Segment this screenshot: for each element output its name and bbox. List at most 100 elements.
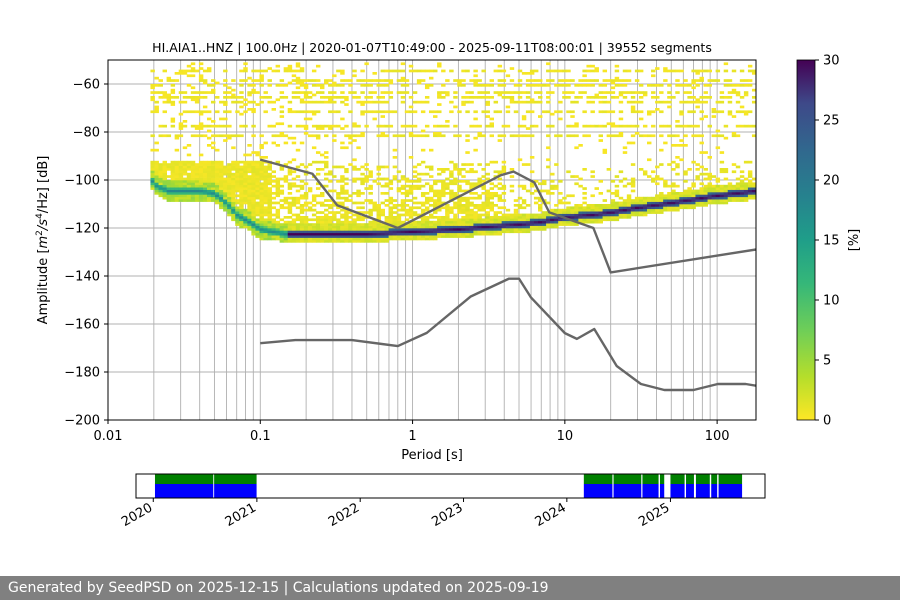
pdf-cell xyxy=(687,110,692,114)
pdf-cell xyxy=(400,124,406,128)
pdf-heatmap xyxy=(150,62,756,243)
pdf-cell xyxy=(739,187,745,190)
pdf-cell xyxy=(255,230,260,234)
pdf-cell xyxy=(307,228,313,231)
pdf-cell xyxy=(481,213,486,217)
pdf-cell xyxy=(675,134,680,138)
pdf-cell xyxy=(315,136,321,140)
pdf-cell xyxy=(344,225,349,229)
pdf-cell xyxy=(320,124,325,128)
pdf-cell xyxy=(626,141,632,145)
pdf-cell xyxy=(170,182,176,186)
pdf-cell xyxy=(267,163,272,166)
pdf-cell xyxy=(174,168,180,171)
pdf-cell xyxy=(340,175,345,178)
pdf-cell xyxy=(739,170,745,174)
pdf-cell xyxy=(517,216,523,219)
pdf-cell xyxy=(283,220,289,224)
pdf-cell xyxy=(570,175,575,178)
pdf-cell xyxy=(525,216,531,219)
pdf-cell xyxy=(582,220,587,224)
pdf-cell xyxy=(348,136,353,140)
pdf-cell xyxy=(178,134,184,138)
pdf-cell xyxy=(594,213,599,217)
pdf-cell xyxy=(247,144,252,147)
pdf-cell xyxy=(735,177,741,181)
pdf-cell xyxy=(546,225,551,229)
pdf-cell xyxy=(251,108,256,111)
pdf-cell xyxy=(630,163,636,166)
pdf-cell xyxy=(170,192,176,195)
pdf-cell xyxy=(659,124,664,128)
pdf-cell xyxy=(626,79,632,82)
pdf-cell xyxy=(227,201,232,205)
timeline-year-ticks: 2020 2021 2022 2023 2024 2025 xyxy=(119,498,672,530)
pdf-cell xyxy=(283,237,289,241)
pdf-cell xyxy=(400,201,406,205)
timeline-segment-bottom xyxy=(613,484,642,498)
pdf-cell xyxy=(182,72,188,75)
pdf-cell xyxy=(711,110,717,114)
pdf-cell xyxy=(247,168,252,171)
pdf-cell xyxy=(372,220,377,224)
pdf-cell xyxy=(412,206,418,210)
pdf-cell xyxy=(328,232,333,236)
pdf-cell xyxy=(352,192,357,195)
pdf-cell xyxy=(388,216,394,219)
pdf-cell xyxy=(283,67,289,70)
pdf-cell xyxy=(420,208,426,212)
pdf-cell xyxy=(295,79,301,82)
pdf-cell xyxy=(691,206,696,210)
pdf-cell xyxy=(348,141,353,145)
pdf-cell xyxy=(223,204,228,207)
pdf-cell xyxy=(186,172,192,176)
pdf-cell xyxy=(275,230,281,234)
pdf-cell xyxy=(465,196,470,200)
pdf-cell xyxy=(489,228,494,231)
pdf-cell xyxy=(642,206,648,210)
pdf-cell xyxy=(529,182,535,186)
pdf-cell xyxy=(485,225,490,229)
pdf-cell xyxy=(243,208,248,212)
pdf-cell xyxy=(166,182,172,186)
pdf-cell xyxy=(336,240,341,243)
pdf-cell xyxy=(558,84,563,87)
pdf-cell xyxy=(598,206,603,210)
pdf-cell xyxy=(206,117,212,121)
pdf-cell xyxy=(291,220,297,224)
y-tick-label: −160 xyxy=(64,318,100,333)
pdf-cell xyxy=(275,216,281,219)
pdf-cell xyxy=(659,211,664,214)
pdf-cell xyxy=(546,69,551,73)
pdf-cell xyxy=(328,100,333,104)
pdf-cell xyxy=(299,235,305,238)
pdf-cell xyxy=(311,79,317,82)
pdf-cell xyxy=(384,182,390,186)
pdf-cell xyxy=(630,189,636,193)
pdf-cell xyxy=(606,79,612,82)
pdf-cell xyxy=(295,235,301,238)
pdf-cell xyxy=(412,187,418,190)
pdf-cell xyxy=(223,194,228,198)
pdf-cell xyxy=(227,204,232,207)
pdf-cell xyxy=(247,184,252,188)
pdf-cell xyxy=(158,192,163,195)
pdf-cell xyxy=(501,184,507,188)
plot-frame xyxy=(107,59,757,421)
pdf-cell xyxy=(332,81,337,85)
pdf-cell xyxy=(457,228,462,231)
pdf-cell xyxy=(408,96,414,99)
pdf-cell xyxy=(618,180,624,183)
pdf-cell xyxy=(675,184,680,188)
pdf-cell xyxy=(445,177,450,181)
pdf-cell xyxy=(380,132,385,135)
pdf-cell xyxy=(376,168,381,171)
pdf-cell xyxy=(215,163,220,166)
pdf-cell xyxy=(408,213,414,217)
pdf-cell xyxy=(461,218,466,222)
pdf-cell xyxy=(380,100,385,104)
pdf-cell xyxy=(291,196,297,200)
pdf-cell xyxy=(360,228,365,231)
pdf-cell xyxy=(517,223,523,226)
pdf-cell xyxy=(247,93,252,97)
